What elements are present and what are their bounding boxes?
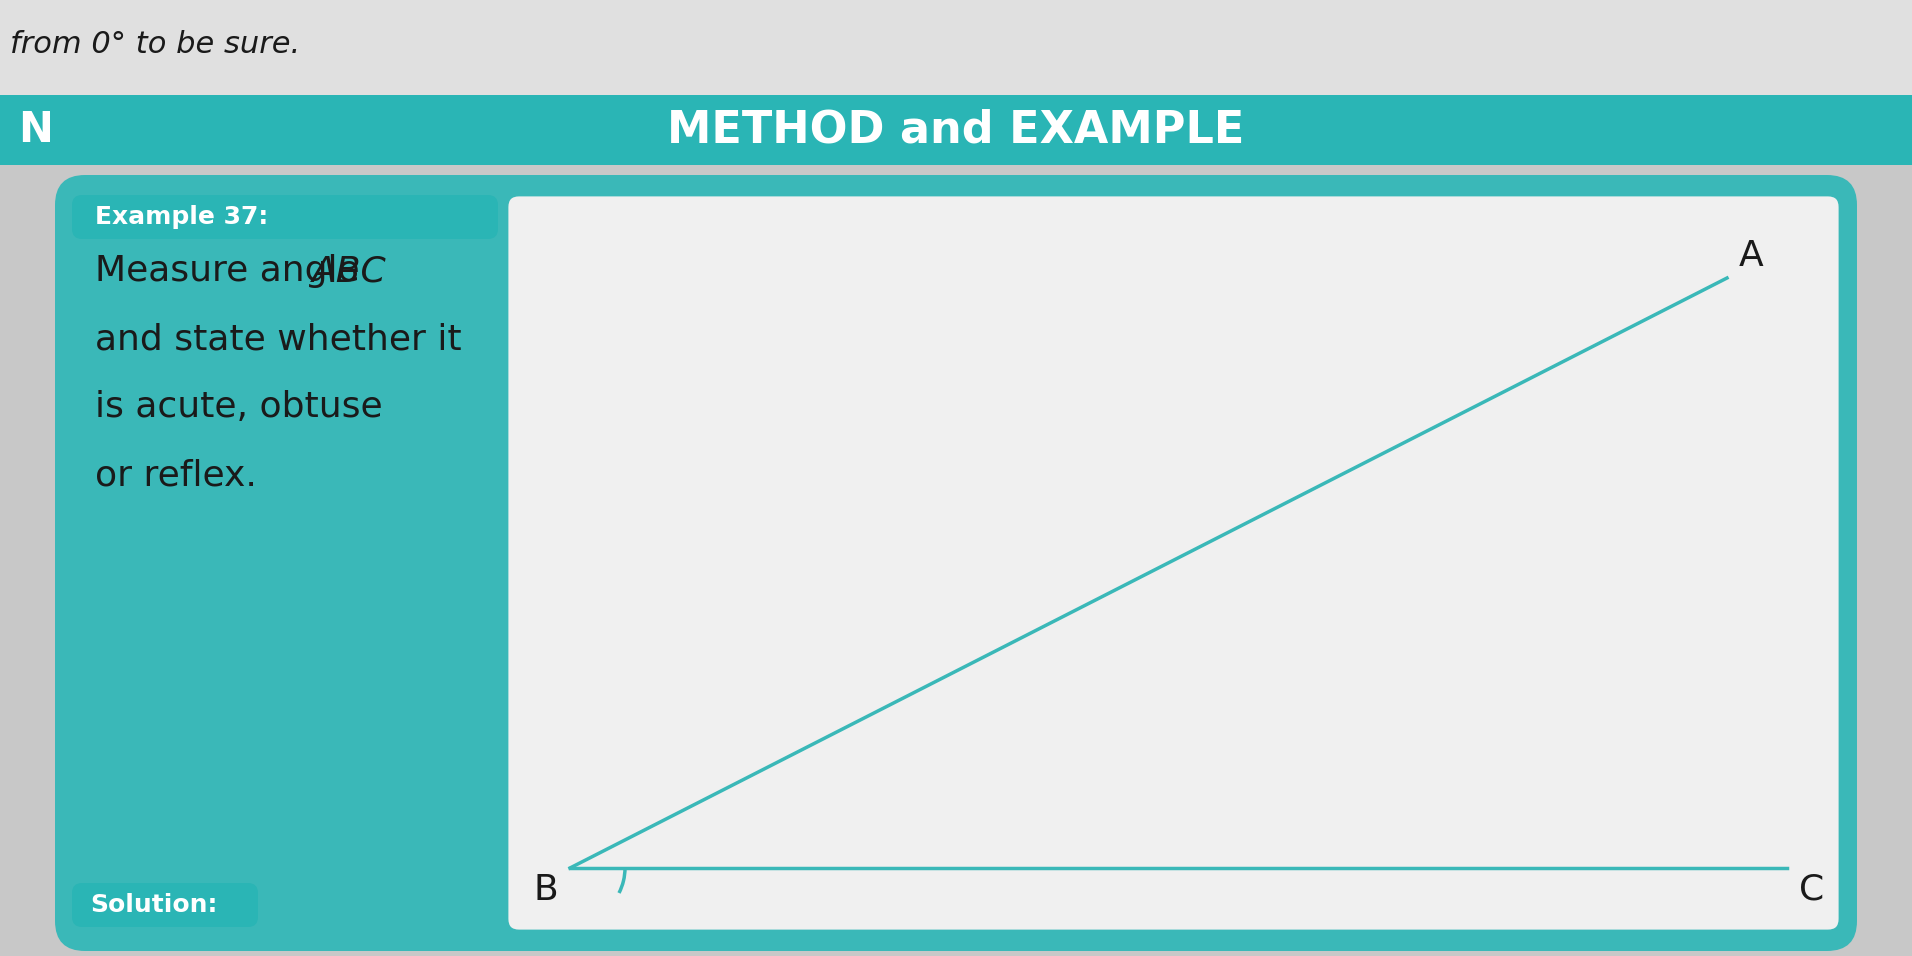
Text: is acute, obtuse: is acute, obtuse [96,390,382,424]
Text: Solution:: Solution: [90,893,218,917]
Bar [0,0,1912,100]
Text: N: N [17,109,54,151]
FancyBboxPatch shape [55,175,1857,951]
Text: or reflex.: or reflex. [96,458,256,492]
Text: from 0° to be sure.: from 0° to be sure. [10,30,300,59]
Text: C: C [1799,873,1824,907]
Text: Example 37:: Example 37: [96,205,268,229]
Bar [0,95,1912,165]
Text: METHOD and EXAMPLE: METHOD and EXAMPLE [667,108,1245,151]
Text: Measure angle: Measure angle [96,254,371,288]
FancyBboxPatch shape [507,195,1839,931]
Text: and state whether it: and state whether it [96,322,461,356]
FancyBboxPatch shape [73,883,258,927]
Text: ABC: ABC [312,254,386,288]
FancyBboxPatch shape [73,195,497,239]
Text: A: A [1740,239,1763,273]
Text: B: B [533,873,558,907]
